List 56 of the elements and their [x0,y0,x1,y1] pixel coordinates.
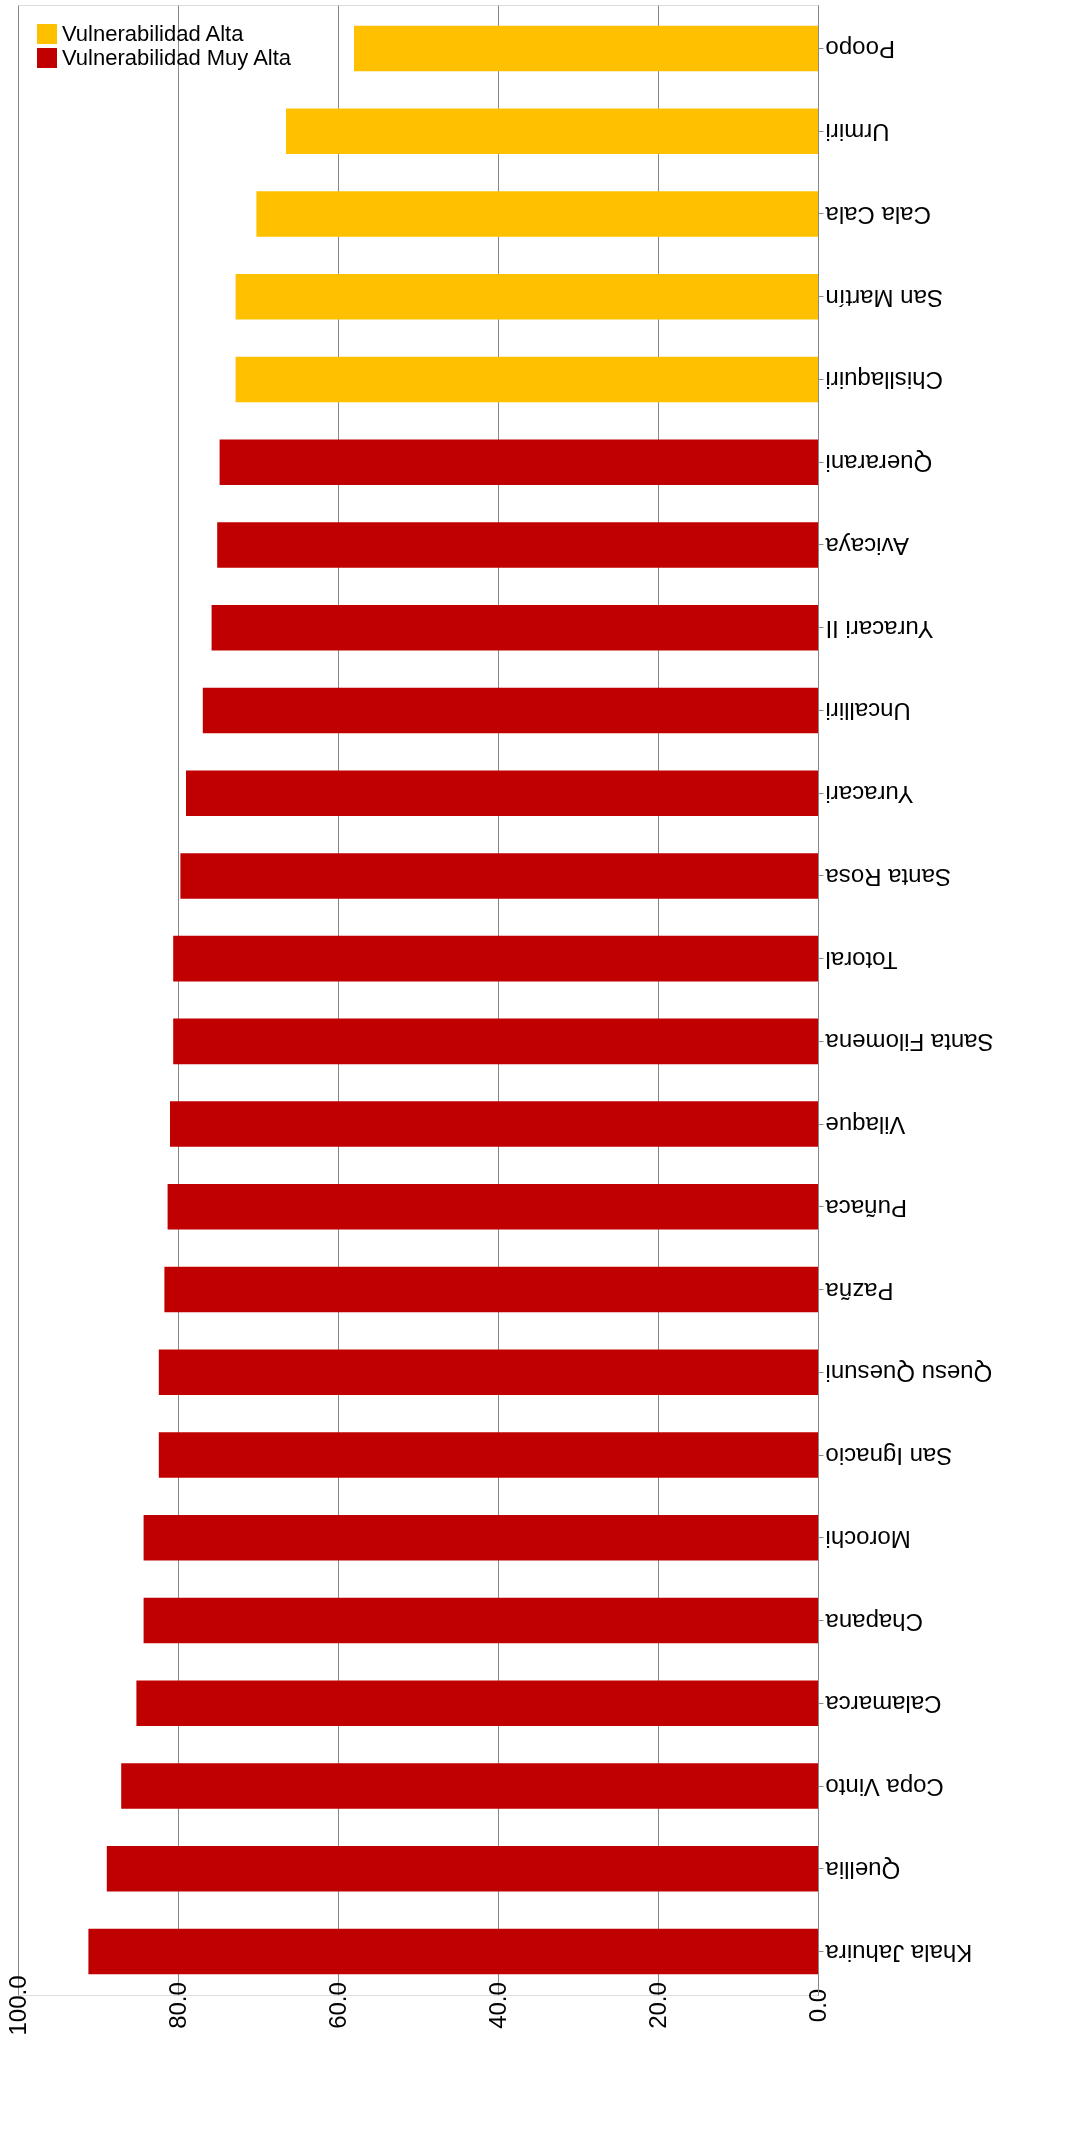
y-tick-label: Chapana [824,1608,923,1636]
bar [235,356,818,403]
y-tick-label: Calamarca [824,1691,942,1719]
y-tick-label: Querarani [825,450,933,478]
bar [167,1184,818,1230]
bar [164,1266,818,1313]
bar [158,1432,818,1478]
x-tick-label: 20.0 [643,1982,671,2029]
bar [158,1349,818,1396]
y-tick-label: Yuracari II [825,615,934,643]
bar [136,1680,818,1727]
bar [286,108,818,154]
bar [173,935,818,982]
bar [219,439,818,485]
y-tick-label: San Ignacio [825,1443,953,1471]
bar [143,1515,818,1561]
bar [202,687,818,734]
y-tick-label: Quesu Quesuni [825,1360,993,1388]
bar [106,1846,818,1892]
bar [170,1101,818,1147]
bar [217,522,818,568]
y-tick-label: Vilaque [825,1112,906,1140]
y-tick-label: Yuracari [825,781,914,809]
y-tick-label: Puñaca [824,1194,907,1222]
bar [88,1928,818,1975]
bar [121,1763,818,1809]
y-tick-label: Morochi [825,1525,911,1553]
y-tick-label: Cala Cala [824,201,931,229]
y-tick-label: Khala Jahuira [824,1939,973,1967]
bar [211,604,818,651]
bar [354,25,818,72]
legend-label: Vulnerabilidad Muy Alta [62,45,292,70]
legend-label: Vulnerabilidad Alta [62,21,245,46]
y-tick-label: Chisllaquiri [825,367,943,395]
bar [256,191,818,237]
y-tick-label: San Martín [825,284,943,312]
bar [186,770,818,816]
y-tick-label: Uncalliri [825,698,911,726]
bar [180,853,818,899]
y-tick-label: Santa Rosa [824,863,951,891]
x-tick-label: 40.0 [483,1982,511,2029]
y-tick-label: Totoral [825,946,898,974]
x-tick-label: 100.0 [3,1975,31,2036]
y-tick-label: Poopo [825,36,895,64]
bar [143,1597,818,1644]
bar [173,1018,818,1065]
y-tick-label: Urmiri [825,119,890,147]
x-tick-label: 60.0 [323,1982,351,2029]
y-tick-label: Santa Filomena [824,1029,994,1057]
x-tick-label: 80.0 [163,1982,191,2029]
x-tick-label: 0.0 [803,1988,831,2023]
bar [235,273,818,320]
y-tick-label: Quellia [824,1856,901,1884]
y-tick-label: Avicaya [824,532,910,560]
y-tick-label: Copa Vinto [825,1774,944,1802]
y-tick-label: Pazña [824,1277,894,1305]
